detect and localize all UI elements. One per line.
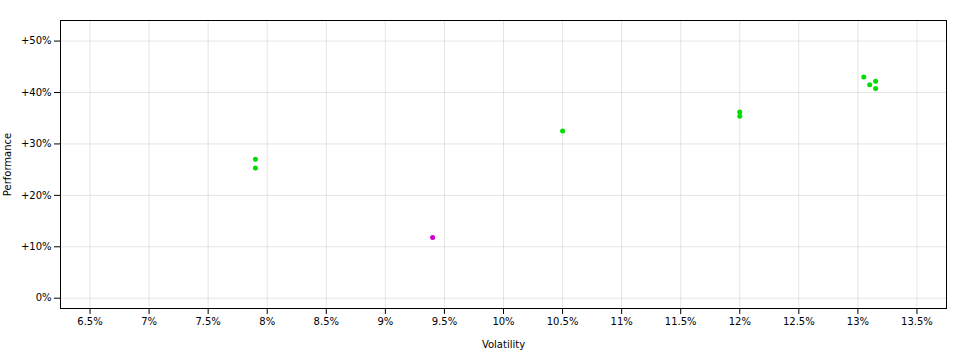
svg-text:12.5%: 12.5% [783, 316, 815, 327]
svg-text:10%: 10% [492, 316, 514, 327]
svg-text:+10%: +10% [21, 241, 52, 252]
svg-text:Volatility: Volatility [482, 339, 525, 350]
svg-text:+40%: +40% [21, 87, 52, 98]
svg-text:+50%: +50% [21, 35, 52, 46]
svg-text:+20%: +20% [21, 190, 52, 201]
svg-text:11.5%: 11.5% [665, 316, 697, 327]
svg-text:7.5%: 7.5% [195, 316, 220, 327]
svg-text:7%: 7% [141, 316, 157, 327]
svg-text:12%: 12% [729, 316, 751, 327]
svg-text:10.5%: 10.5% [547, 316, 579, 327]
svg-text:8%: 8% [259, 316, 275, 327]
svg-text:6.5%: 6.5% [77, 316, 102, 327]
svg-text:13%: 13% [847, 316, 869, 327]
svg-text:13.5%: 13.5% [901, 316, 933, 327]
svg-text:+30%: +30% [21, 138, 52, 149]
svg-text:9.5%: 9.5% [432, 316, 457, 327]
svg-text:0%: 0% [36, 292, 52, 303]
svg-text:9%: 9% [377, 316, 393, 327]
svg-text:8.5%: 8.5% [314, 316, 339, 327]
svg-text:Performance: Performance [2, 133, 13, 196]
svg-text:11%: 11% [611, 316, 633, 327]
